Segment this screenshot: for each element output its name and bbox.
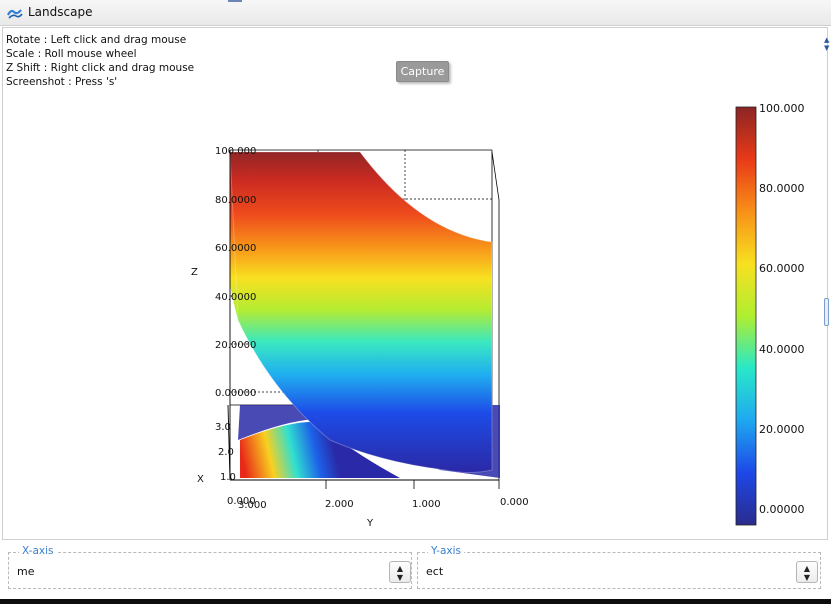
- help-line-zshift: Z Shift : Right click and drag mouse: [6, 62, 195, 74]
- x-axis-spin-icon[interactable]: ▲ ▼: [389, 561, 411, 583]
- x-tick-label: 2.0: [218, 447, 234, 458]
- colorbar-gradient: [735, 106, 757, 526]
- bottom-border: [0, 599, 831, 604]
- x-axis: 3.0 2.0 1.0 0.000 X: [197, 422, 256, 507]
- colorbar-tick-label: 40.0000: [759, 343, 805, 356]
- x-tick-label: 3.0: [215, 422, 231, 433]
- x-axis-select-value: me: [17, 565, 35, 578]
- x-axis-select[interactable]: me ▲ ▼: [15, 561, 411, 583]
- x-axis-group-title: X-axis: [19, 545, 57, 557]
- colorbar-tick-label: 20.0000: [759, 423, 805, 436]
- x-axis-label: X: [197, 474, 204, 485]
- surface-mesh: [230, 152, 492, 473]
- help-line-screenshot: Screenshot : Press 's': [6, 76, 118, 88]
- x-tick-label: 1.0: [220, 472, 236, 483]
- help-line-rotate: Rotate : Left click and drag mouse: [6, 34, 187, 46]
- y-axis-select-value: ect: [426, 565, 444, 578]
- y-axis-groupbox: Y-axis ect ▲ ▼: [417, 545, 821, 589]
- window-titlebar: Landscape: [0, 0, 831, 26]
- floor-contour-band: [240, 421, 400, 478]
- z-tick-label: 20.0000: [215, 340, 256, 351]
- y-tick-label: 1.000: [412, 499, 441, 510]
- z-tick-label: 100.000: [215, 146, 256, 157]
- scroll-up-arrow-icon[interactable]: ▲: [824, 36, 830, 44]
- colorbar-tick-label: 100.000: [759, 102, 805, 115]
- y-tick-label: 0.000: [500, 497, 529, 508]
- landscape-app-icon: [7, 9, 23, 19]
- front-frame: [227, 150, 499, 481]
- z-tick-label: 60.0000: [215, 243, 256, 254]
- colorbar-tick-label: 0.00000: [759, 503, 805, 516]
- y-axis-spin-icon[interactable]: ▲ ▼: [796, 561, 818, 583]
- colorbar: 100.000 80.0000 60.0000 40.0000 20.0000 …: [735, 102, 805, 526]
- z-axis-label: Z: [191, 267, 198, 278]
- y-axis-group-title: Y-axis: [428, 545, 464, 557]
- x-tick-label: 0.000: [227, 496, 256, 507]
- top-scroll-indicator: [228, 0, 242, 2]
- z-tick-label: 40.0000: [215, 292, 256, 303]
- z-tick-label: 0.00000: [215, 388, 256, 399]
- y-tick-label: 3.000: [238, 500, 267, 511]
- help-text: Rotate : Left click and drag mouse Scale…: [6, 33, 194, 89]
- window-title: Landscape: [28, 5, 93, 19]
- x-axis-groupbox: X-axis me ▲ ▼: [8, 545, 412, 589]
- z-tick-label: 80.0000: [215, 195, 256, 206]
- help-line-scale: Scale : Roll mouse wheel: [6, 48, 137, 60]
- y-axis: 3.000 2.000 1.000 0.000 Y: [238, 480, 529, 529]
- colorbar-tick-label: 60.0000: [759, 262, 805, 275]
- surface-plot-3d[interactable]: 100.000 80.0000 60.0000 40.0000 20.0000 …: [0, 0, 831, 540]
- colorbar-tick-label: 80.0000: [759, 182, 805, 195]
- scroll-down-arrow-icon[interactable]: ▼: [824, 44, 830, 52]
- y-axis-select[interactable]: ect ▲ ▼: [424, 561, 818, 583]
- vertical-scrollbar[interactable]: [823, 28, 831, 540]
- y-axis-label: Y: [366, 518, 374, 529]
- capture-button[interactable]: Capture: [396, 61, 449, 82]
- y-tick-label: 2.000: [325, 499, 354, 510]
- z-axis: 100.000 80.0000 60.0000 40.0000 20.0000 …: [191, 146, 256, 399]
- scrollbar-thumb[interactable]: [824, 298, 829, 326]
- surface-shading: [229, 151, 493, 473]
